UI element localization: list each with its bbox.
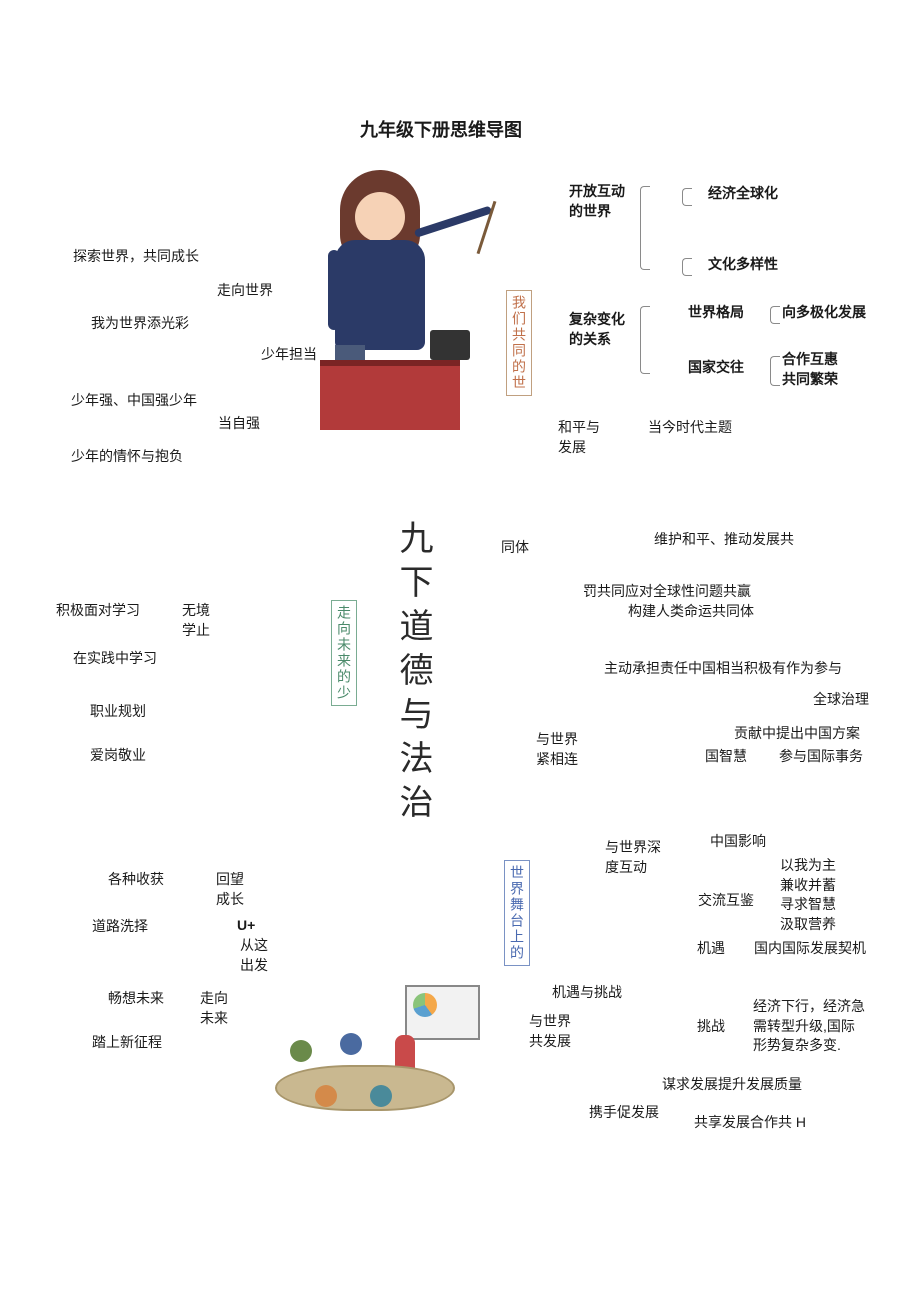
right-node-7: 全球治理 xyxy=(813,690,869,710)
right-node-11: 参与国际事务 xyxy=(779,747,863,767)
map-node-cultural-diversity: 文化多样性 xyxy=(708,255,778,275)
left-node-19: 踏上新征程 xyxy=(92,1033,162,1053)
left-node-6: 少年的情怀与抱负 xyxy=(71,447,183,467)
right-node-9: 贡献中提出中国方案 xyxy=(734,724,860,744)
map-node-economic-globalization: 经济全球化 xyxy=(708,184,778,204)
teacher-arm-left xyxy=(328,250,340,330)
meeting-pie-icon xyxy=(413,993,437,1017)
right-node-15: 交流互鉴 xyxy=(698,891,754,911)
unit-label-world: 我们共同的世 xyxy=(506,290,532,396)
map-node-state-relations: 国家交往 xyxy=(688,358,744,378)
teacher-illustration xyxy=(280,170,500,450)
teacher-arm xyxy=(414,205,493,237)
map-root-complex-relations: 复杂变化的关系 xyxy=(569,310,625,349)
right-node-8: 与世界紧相连 xyxy=(536,730,578,769)
left-node-2: 我为世界添光彩 xyxy=(91,314,189,334)
right-node-10: 国智慧 xyxy=(705,747,747,767)
right-node-2: 同体 xyxy=(501,538,529,558)
left-node-17: 畅想未来 xyxy=(108,989,164,1009)
left-node-4: 少年强、中国强少年 xyxy=(71,391,197,411)
teacher-body xyxy=(335,240,425,350)
right-node-20: 经济下行，经济急需转型升级,国际形势复杂多变. xyxy=(753,997,865,1056)
map-node-cooperation: 合作互惠共同繁荣 xyxy=(782,350,838,389)
meeting-illustration xyxy=(255,985,485,1155)
unit-label-future: 走向未来的少 xyxy=(331,600,357,706)
teacher-desk xyxy=(320,360,460,430)
center-subject: 九下道德与法治 xyxy=(388,520,437,828)
meeting-person-2 xyxy=(340,1033,362,1055)
right-node-13: 中国影响 xyxy=(710,832,766,852)
right-node-3: 维护和平、推动发展共 xyxy=(654,530,794,550)
teacher-radio xyxy=(430,330,470,360)
unit-label-stage: 世界舞台上的 xyxy=(504,860,530,966)
map-bracket xyxy=(682,258,692,276)
left-node-10: 职业规划 xyxy=(90,702,146,722)
right-node-12: 与世界深度互动 xyxy=(605,838,661,877)
meeting-person-3 xyxy=(315,1085,337,1107)
right-node-14: 以我为主兼收并蓄寻求智慧汲取营养 xyxy=(780,856,836,934)
map-root-open-world: 开放互动的世界 xyxy=(569,182,625,221)
right-node-1: 当今时代主题 xyxy=(648,418,732,438)
right-node-6: 主动承担责任中国相当积极有作为参与 xyxy=(604,659,842,679)
left-node-14: 道路洗择 xyxy=(92,917,148,937)
meeting-person-4 xyxy=(370,1085,392,1107)
right-node-19: 挑战 xyxy=(697,1017,725,1037)
page-title: 九年级下册思维导图 xyxy=(360,116,522,142)
right-node-5: 构建人类命运共同体 xyxy=(628,602,754,622)
map-bracket xyxy=(682,188,692,206)
left-node-12: 各种收获 xyxy=(108,870,164,890)
right-node-22: 谋求发展提升发展质量 xyxy=(662,1075,802,1095)
right-node-21: 与世界共发展 xyxy=(529,1012,571,1051)
map-bracket xyxy=(770,356,780,386)
right-node-23: 携手促发展 xyxy=(589,1103,659,1123)
left-node-0: 探索世界，共同成长 xyxy=(73,247,199,267)
left-node-11: 爱岗敬业 xyxy=(90,746,146,766)
right-node-16: 机遇 xyxy=(697,939,725,959)
meeting-table xyxy=(275,1065,455,1111)
right-node-24: 共享发展合作共 H xyxy=(694,1113,806,1133)
right-node-18: 机遇与挑战 xyxy=(552,983,622,1003)
map-bracket xyxy=(770,306,780,324)
map-bracket xyxy=(640,306,650,374)
teacher-face xyxy=(355,192,405,242)
left-node-5: 当自强 xyxy=(218,414,260,434)
map-node-world-pattern: 世界格局 xyxy=(688,303,744,323)
right-node-0: 和平与发展 xyxy=(558,418,600,457)
map-bracket xyxy=(640,186,650,270)
map-node-multipolar: 向多极化发展 xyxy=(782,303,866,323)
left-node-7: 积极面对学习 xyxy=(56,601,140,621)
left-node-9: 在实践中学习 xyxy=(73,649,157,669)
right-node-17: 国内国际发展契机 xyxy=(754,939,866,959)
left-node-16: 从这出发 xyxy=(240,936,268,975)
left-node-13: 回望成长 xyxy=(216,870,244,909)
left-node-8: 无境学止 xyxy=(182,601,210,640)
left-node-15: U+ xyxy=(237,916,255,936)
left-node-1: 走向世界 xyxy=(217,281,273,301)
right-node-4: 罚共同应对全球性问题共赢 xyxy=(583,582,751,602)
meeting-person-1 xyxy=(290,1040,312,1062)
left-node-18: 走向未来 xyxy=(200,989,228,1028)
